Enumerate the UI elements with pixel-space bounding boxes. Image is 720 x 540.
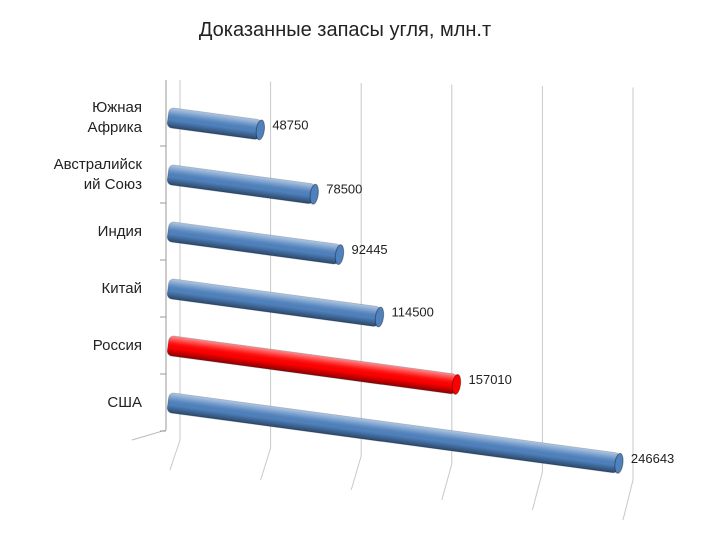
value-label: 246643 [631,451,674,466]
y-tick-label: Австралийский Союз [53,156,142,193]
bar-group [166,164,319,205]
bar-group [166,335,462,395]
bar-shade [167,222,341,264]
value-label: 92445 [352,242,388,257]
bar-cap [451,373,462,395]
value-label: 157010 [469,372,512,387]
bar-group [166,107,266,141]
bar-shade [167,393,620,473]
floor-grid-line [441,463,453,501]
value-label: 48750 [272,117,308,132]
bar-shade [167,165,315,204]
bar-cap [334,244,345,266]
value-label: 114500 [391,304,433,319]
bar-group [166,221,345,266]
bar-shade [167,336,458,394]
floor-grid-line [622,479,634,521]
floor-grid-line [260,447,272,481]
value-label: 78500 [326,182,362,197]
floor-grid-line [350,455,362,491]
chart-title: Доказанные запасы угля, млн.т [199,19,491,41]
bar-group [166,278,385,328]
floor-edge [131,429,167,441]
bar-shade [167,279,381,327]
bar-cap [309,183,319,205]
y-tick-label: Южная Африка [87,99,142,136]
bar-cap [374,306,385,328]
bar-shade [167,108,262,140]
floor-grid-line [169,439,181,471]
y-tick-label: Россия [92,337,142,354]
floor-grid-line [531,471,543,511]
bar-group [166,392,624,474]
y-tick-label: США [107,394,142,411]
y-tick-label: Китай [101,280,142,297]
bar-cap [614,452,624,474]
bar-cap [255,119,266,141]
y-tick-label: Индия [97,223,142,240]
